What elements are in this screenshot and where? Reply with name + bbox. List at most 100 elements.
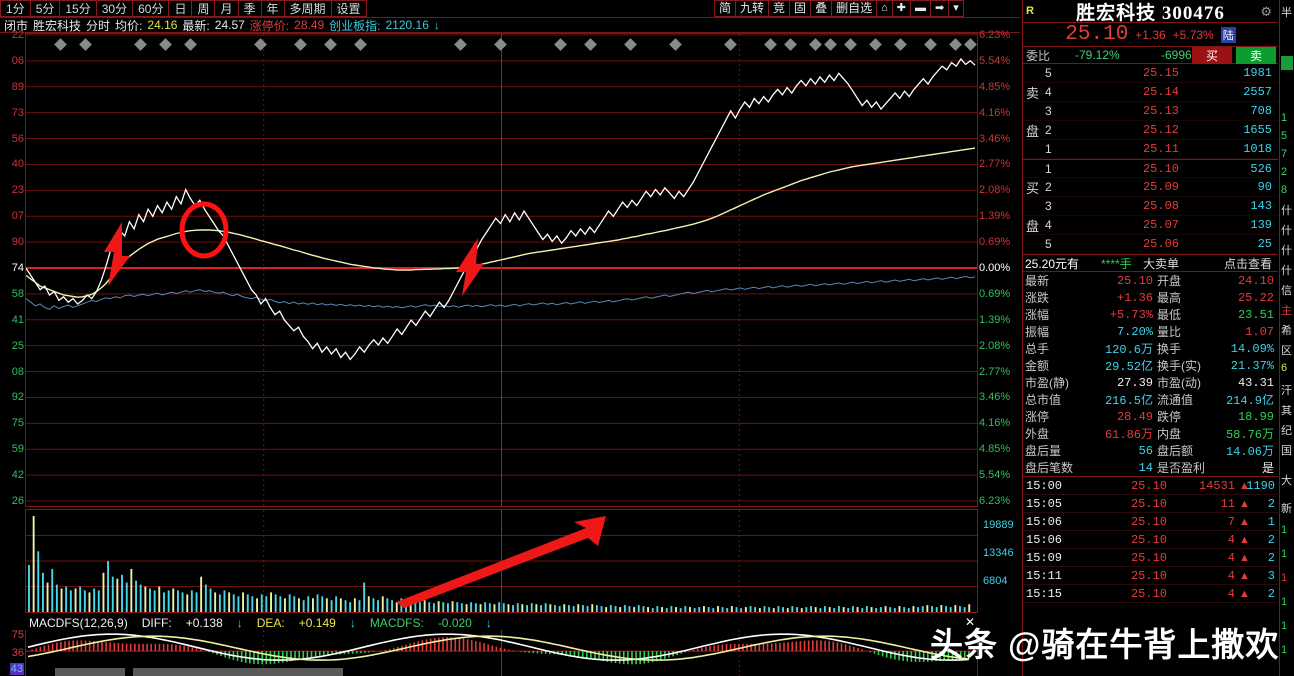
gear-icon[interactable]: ⚙	[1260, 4, 1272, 19]
order-book-row-sell-2[interactable]: 盘 2 25.12 1655	[1023, 121, 1278, 140]
tick-row-3[interactable]: 15:06 25.10 4 ▲ 2	[1023, 531, 1278, 549]
period-button-11[interactable]: 设置	[331, 0, 367, 17]
pct-tick-3: 4.16%	[979, 106, 1011, 119]
order-volume: 1981	[1243, 66, 1272, 80]
order-book-row-sell-3[interactable]: 3 25.13 708	[1023, 102, 1278, 121]
stat-key-right: 开盘	[1157, 274, 1182, 288]
sliver-item-21: 新	[1281, 503, 1292, 515]
stat-value-right: 23.51	[1237, 307, 1274, 322]
order-book-row-buy-3[interactable]: 3 25.08 143	[1023, 197, 1278, 216]
tick-row-6[interactable]: 15:15 25.10 4 ▲ 2	[1023, 585, 1278, 603]
tick-price: 25.10	[1130, 550, 1167, 565]
quote-title-bar: R 胜宏科技 300476 ⚙	[1023, 0, 1278, 24]
stat-value-left: 120.6万	[1104, 343, 1153, 357]
taskbar-item[interactable]	[55, 668, 125, 676]
order-book-row-sell-5[interactable]: 5 25.15 1981	[1023, 64, 1278, 83]
tick-time: 15:15	[1026, 586, 1063, 601]
period-button-0[interactable]: 1分	[0, 0, 31, 17]
taskbar-item[interactable]	[133, 668, 343, 676]
quote-last-price: 25.10	[1065, 23, 1129, 46]
tick-row-2[interactable]: 15:06 25.10 7 ▲ 1	[1023, 513, 1278, 531]
limit-up-label: 涨停价:	[249, 18, 290, 33]
toolbar-button-4[interactable]: 叠	[811, 0, 833, 17]
toolbar-button-0[interactable]: 简	[714, 0, 737, 17]
tick-time: 15:06	[1026, 514, 1063, 529]
pct-tick-17: 5.54%	[979, 469, 1011, 482]
sliver-item-13: 希	[1281, 325, 1292, 337]
order-book-row-sell-1[interactable]: 1 25.11 1018	[1023, 140, 1278, 159]
period-button-4[interactable]: 60分	[133, 0, 170, 17]
period-button-10[interactable]: 多周期	[284, 0, 332, 17]
tick-direction-icon: ▲	[1239, 479, 1250, 492]
plus-icon[interactable]: ✚	[892, 0, 911, 17]
toolbar-button-5[interactable]: 删自选	[832, 0, 878, 17]
order-book-row-buy-1[interactable]: 1 25.10 526	[1023, 159, 1278, 178]
stat-key-right: 最低	[1157, 308, 1182, 322]
sliver-item-2: 1	[1281, 112, 1288, 124]
intraday-price-plot[interactable]	[25, 33, 978, 507]
minus-icon[interactable]: ▬	[910, 0, 931, 17]
toolbar-button-3[interactable]: 固	[790, 0, 812, 17]
tick-row-5[interactable]: 15:11 25.10 4 ▲ 3	[1023, 567, 1278, 585]
buy-label-2: 盘	[1026, 218, 1040, 234]
toolbar-button-1[interactable]: 九转	[736, 0, 770, 17]
stat-row-0: 最新 25.10 开盘 24.10	[1023, 272, 1278, 289]
tick-row-0[interactable]: 15:00 25.10 14531 ▲ 1190	[1023, 477, 1278, 495]
stat-row-2: 涨幅 +5.73% 最低 23.51	[1023, 306, 1278, 323]
pct-tick-12: 2.08%	[979, 339, 1011, 352]
chevron-down-icon[interactable]: ▾	[949, 0, 964, 17]
sell-button[interactable]: 卖	[1236, 46, 1276, 64]
toolbar-button-2[interactable]: 竞	[769, 0, 791, 17]
period-button-9[interactable]: 年	[261, 0, 285, 17]
period-button-8[interactable]: 季	[238, 0, 262, 17]
order-price: 25.06	[1142, 237, 1179, 251]
tick-count: 2	[1267, 496, 1275, 511]
big-order-banner[interactable]: 25.20元有 ****手 大卖单 点击查看	[1023, 255, 1278, 272]
sliver-item-11: 信	[1281, 285, 1292, 297]
index-label: 创业板指:	[329, 18, 381, 33]
next-icon[interactable]: ➡	[930, 0, 950, 17]
macd-plot[interactable]	[25, 630, 978, 676]
order-book-row-buy-2[interactable]: 买 2 25.09 90	[1023, 178, 1278, 197]
stat-value-right: 是	[1261, 462, 1274, 476]
order-price: 25.11	[1142, 142, 1179, 156]
order-book-row-buy-5[interactable]: 5 25.06 25	[1023, 235, 1278, 254]
stat-key-left: 金额	[1025, 359, 1050, 373]
tick-direction-icon: ▲	[1239, 587, 1250, 600]
period-button-3[interactable]: 30分	[96, 0, 134, 17]
price-tick-0: 22	[11, 29, 24, 41]
sliver-item-18: 纪	[1281, 425, 1292, 437]
stat-value-left: 27.39	[1116, 375, 1153, 390]
period-button-1[interactable]: 5分	[30, 0, 61, 17]
lock-icon[interactable]: ⌂	[877, 0, 893, 17]
stat-key-left: 涨跌	[1025, 291, 1050, 305]
price-tick-17: 42	[11, 469, 24, 482]
period-button-5[interactable]: 日	[169, 0, 193, 17]
tick-list[interactable]: 15:00 25.10 14531 ▲ 1190 15:05 25.10 11 ▲ 2 15:06 2…	[1023, 477, 1278, 603]
avg-price-value: 24.16	[147, 18, 178, 32]
order-book-row-buy-4[interactable]: 盘 4 25.07 139	[1023, 216, 1278, 235]
order-price: 25.08	[1142, 199, 1179, 213]
sliver-item-7: 什	[1281, 205, 1292, 217]
volume-plot[interactable]	[25, 509, 978, 613]
period-button-6[interactable]: 周	[192, 0, 216, 17]
order-book-row-sell-4[interactable]: 卖 4 25.14 2557	[1023, 83, 1278, 102]
order-volume: 2557	[1243, 85, 1272, 99]
tick-row-1[interactable]: 15:05 25.10 11 ▲ 2	[1023, 495, 1278, 513]
pct-tick-10: 0.69%	[979, 287, 1011, 300]
percent-axis-right: 6.23% 5.54% 4.85% 4.16% 3.46% 2.77% 2.08% 1.39%…	[978, 30, 1022, 613]
big-order-type: 大卖单	[1143, 256, 1180, 271]
order-level: 5	[1045, 66, 1052, 80]
buy-button[interactable]: 买	[1192, 46, 1232, 64]
macd-dea-arrow-icon: ↓	[349, 615, 356, 630]
period-button-7[interactable]: 月	[215, 0, 239, 17]
tick-time: 15:09	[1026, 550, 1063, 565]
close-indicator-icon[interactable]: ✕	[964, 615, 976, 629]
price-axis-left: 22 06 89 73 56 40 23 07 90 74 58 41 25 08 92 75 59 42 26	[0, 29, 25, 613]
period-button-2[interactable]: 15分	[60, 0, 97, 17]
pct-tick-6: 2.08%	[979, 184, 1011, 197]
big-order-action-link[interactable]: 点击查看	[1223, 256, 1272, 271]
macd-dea-value: +0.149	[298, 615, 336, 630]
tick-row-4[interactable]: 15:09 25.10 4 ▲ 2	[1023, 549, 1278, 567]
